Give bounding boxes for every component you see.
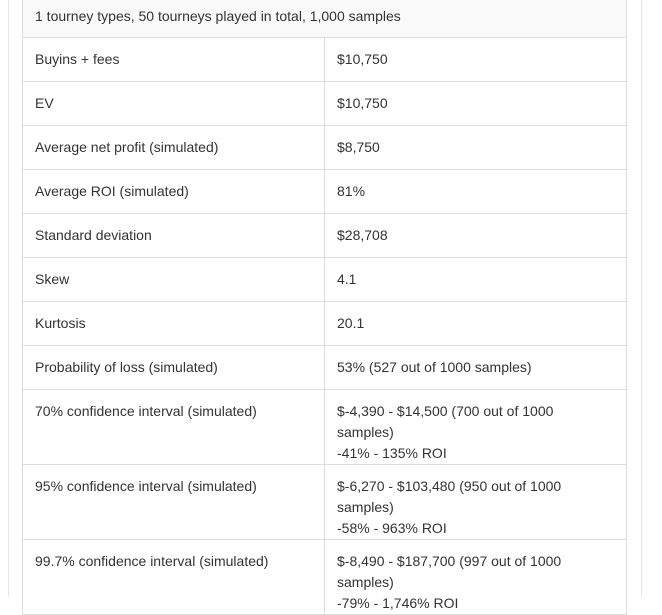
table-row-avg-net-profit: Average net profit (simulated) $8,750 xyxy=(22,125,627,170)
page-right-border xyxy=(641,0,642,597)
row-label: 99.7% confidence interval (simulated) xyxy=(22,539,325,615)
row-label: Probability of loss (simulated) xyxy=(22,345,325,390)
row-value-cell: $-4,390 - $14,500 (700 out of 1000 sampl… xyxy=(324,389,627,465)
row-label: Kurtosis xyxy=(22,301,325,346)
row-value: $10,750 xyxy=(324,37,627,82)
row-value: 53% (527 out of 1000 samples) xyxy=(324,345,627,390)
row-value: $-8,490 - $187,700 (997 out of 1000 samp… xyxy=(337,553,562,590)
table-row-std-dev: Standard deviation $28,708 xyxy=(22,213,627,258)
table-row-buyins: Buyins + fees $10,750 xyxy=(22,37,627,82)
row-value: $10,750 xyxy=(324,81,627,126)
row-value: $-6,270 - $103,480 (950 out of 1000 samp… xyxy=(337,478,562,515)
summary-row: 1 tourney types, 50 tourneys played in t… xyxy=(22,0,627,38)
table-row-ev: EV $10,750 xyxy=(22,81,627,126)
table-row-ci-997: 99.7% confidence interval (simulated) $-… xyxy=(22,539,627,615)
page-left-border xyxy=(8,0,9,597)
row-label: Skew xyxy=(22,257,325,302)
row-value-roi: -58% - 963% ROI xyxy=(337,520,447,536)
row-value: 4.1 xyxy=(324,257,627,302)
row-value-cell: $-6,270 - $103,480 (950 out of 1000 samp… xyxy=(324,464,627,540)
row-label: Standard deviation xyxy=(22,213,325,258)
table-row-kurtosis: Kurtosis 20.1 xyxy=(22,301,627,346)
row-value: $-4,390 - $14,500 (700 out of 1000 sampl… xyxy=(337,403,554,440)
table-row-avg-roi: Average ROI (simulated) 81% xyxy=(22,169,627,214)
row-value: 20.1 xyxy=(324,301,627,346)
summary-caption: 1 tourney types, 50 tourneys played in t… xyxy=(22,0,627,38)
simulation-results-table: 1 tourney types, 50 tourneys played in t… xyxy=(22,0,627,615)
row-value-roi: -79% - 1,746% ROI xyxy=(337,595,459,611)
row-value-cell: $-8,490 - $187,700 (997 out of 1000 samp… xyxy=(324,539,627,615)
table-row-ci-95: 95% confidence interval (simulated) $-6,… xyxy=(22,464,627,540)
row-value: $28,708 xyxy=(324,213,627,258)
row-label: Buyins + fees xyxy=(22,37,325,82)
row-label: 70% confidence interval (simulated) xyxy=(22,389,325,465)
table-row-ci-70: 70% confidence interval (simulated) $-4,… xyxy=(22,389,627,465)
row-label: 95% confidence interval (simulated) xyxy=(22,464,325,540)
row-label: Average net profit (simulated) xyxy=(22,125,325,170)
table-row-skew: Skew 4.1 xyxy=(22,257,627,302)
row-value: $8,750 xyxy=(324,125,627,170)
table-row-prob-loss: Probability of loss (simulated) 53% (527… xyxy=(22,345,627,390)
row-label: EV xyxy=(22,81,325,126)
row-label: Average ROI (simulated) xyxy=(22,169,325,214)
row-value: 81% xyxy=(324,169,627,214)
row-value-roi: -41% - 135% ROI xyxy=(337,445,447,461)
